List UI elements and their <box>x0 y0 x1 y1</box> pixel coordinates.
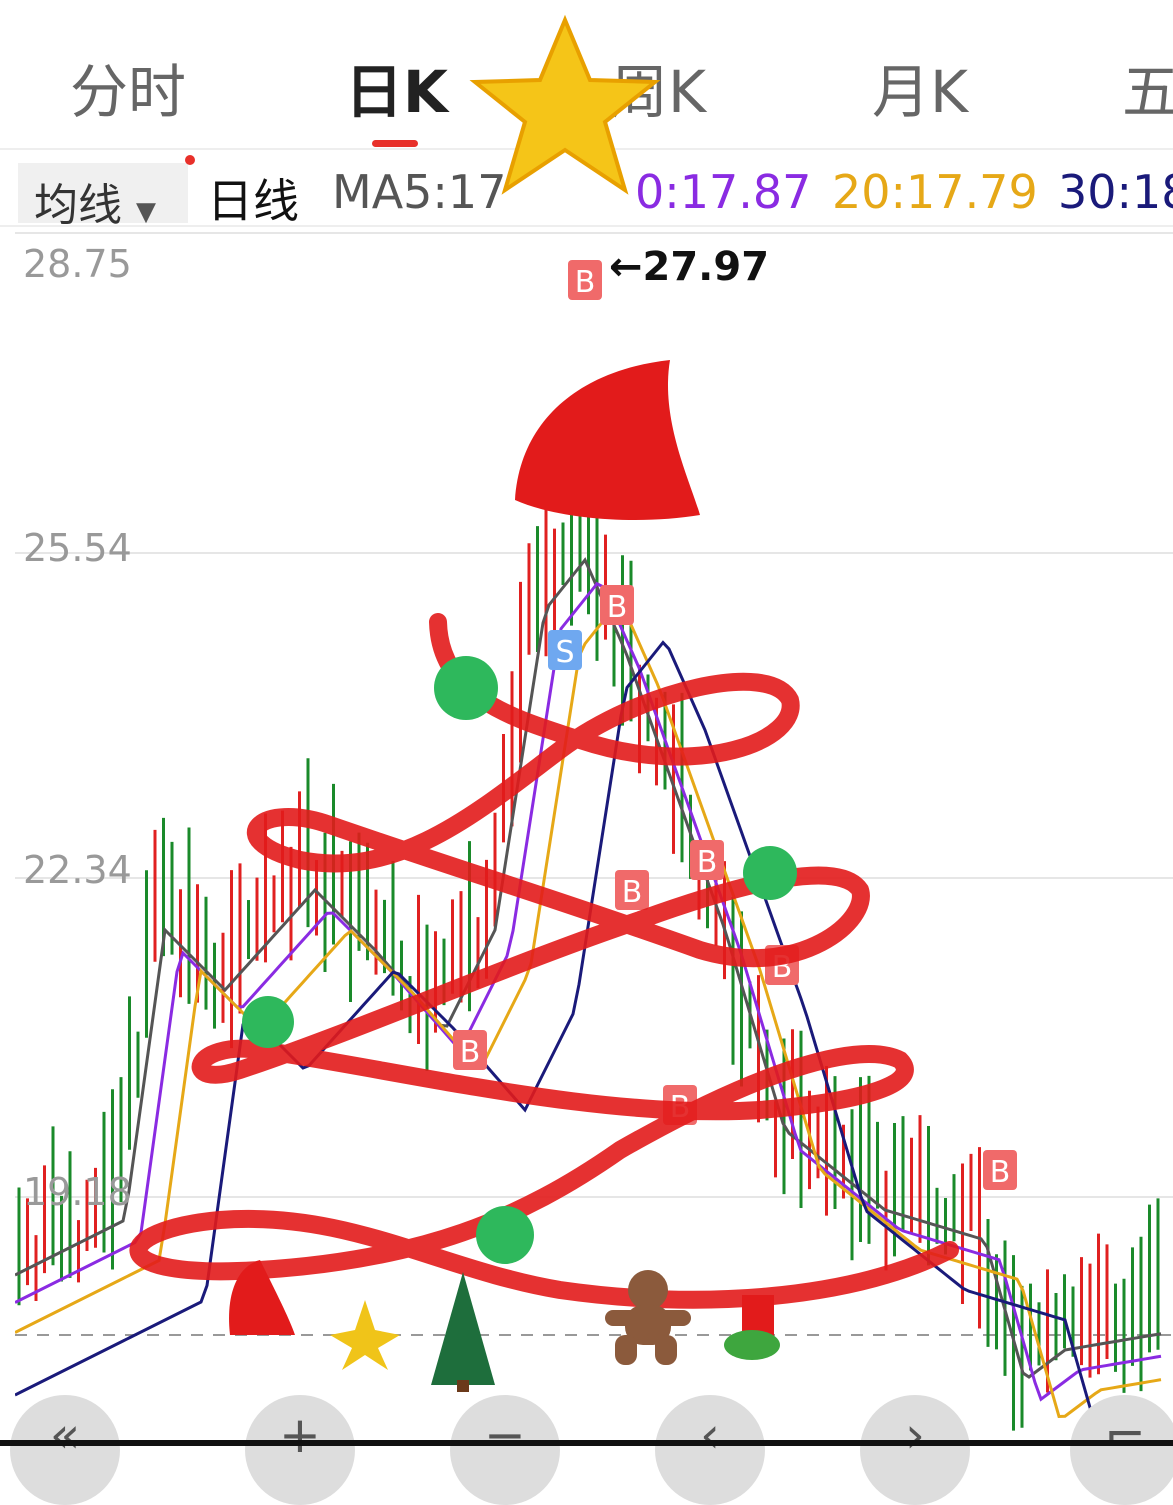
tab-more[interactable]: 五 <box>1122 58 1173 126</box>
tab-intraday[interactable]: 分时 <box>70 58 187 126</box>
chevron-down-icon: ▼ <box>136 197 156 227</box>
y-tick: 22.34 <box>23 848 132 892</box>
ma-dropdown[interactable]: 均线 ▼ <box>18 163 188 231</box>
bottom-bar <box>0 1440 1173 1446</box>
notification-dot <box>185 155 195 165</box>
fullscreen-button[interactable]: ⌐ <box>1070 1395 1173 1505</box>
ma-dropdown-label: 均线 <box>34 180 122 231</box>
period-label: 日线 <box>207 174 299 228</box>
zoom-in-button[interactable]: + <box>245 1395 355 1505</box>
tab-weekly-k[interactable]: 周K <box>610 58 707 126</box>
left-icon: ‹ <box>700 1406 720 1464</box>
zoom-out-button[interactable]: − <box>450 1395 560 1505</box>
trade-marker-label: B <box>607 590 628 625</box>
trade-marker-label: B <box>622 875 643 910</box>
ma5-line <box>15 557 1162 1379</box>
ma20-value: 20:17.79 <box>832 165 1038 219</box>
pan-left-button[interactable]: ‹ <box>655 1395 765 1505</box>
double-left-button[interactable]: « <box>10 1395 120 1505</box>
ma5-value: MA5:17 <box>332 165 507 219</box>
trade-marker-label: B <box>460 1035 481 1070</box>
trade-marker-label: B <box>575 265 596 300</box>
trade-marker <box>983 1150 1017 1190</box>
y-tick: 19.18 <box>23 1170 132 1214</box>
tab-daily-k[interactable]: 日K <box>345 58 448 126</box>
ma30-value: 30:18 <box>1058 165 1173 219</box>
double-left-icon: « <box>49 1406 81 1464</box>
trade-marker-label: B <box>772 950 793 985</box>
period-tabs: 分时 日K 周K 月K 五 <box>0 0 1173 150</box>
trade-marker-label: S <box>555 635 574 670</box>
active-tab-indicator <box>372 140 418 147</box>
trade-marker-label: B <box>990 1155 1011 1190</box>
y-tick: 25.54 <box>23 526 132 570</box>
trade-marker <box>568 260 602 300</box>
ma-toolbar: 均线 ▼ 日线 MA5:17 0:17.87 20:17.79 30:18 <box>0 155 1173 231</box>
zoom-out-icon: − <box>484 1406 526 1464</box>
trade-marker-label: B <box>697 845 718 880</box>
fullscreen-icon: ⌐ <box>1104 1406 1146 1464</box>
pan-right-button[interactable]: › <box>860 1395 970 1505</box>
y-tick: 28.75 <box>23 242 132 286</box>
max-price-label: ←27.97 <box>609 244 770 290</box>
right-icon: › <box>905 1406 925 1464</box>
zoom-in-icon: + <box>279 1406 321 1464</box>
tab-monthly-k[interactable]: 月K <box>872 58 969 126</box>
trade-marker-label: B <box>670 1090 691 1125</box>
ma10-value: 0:17.87 <box>635 165 812 219</box>
